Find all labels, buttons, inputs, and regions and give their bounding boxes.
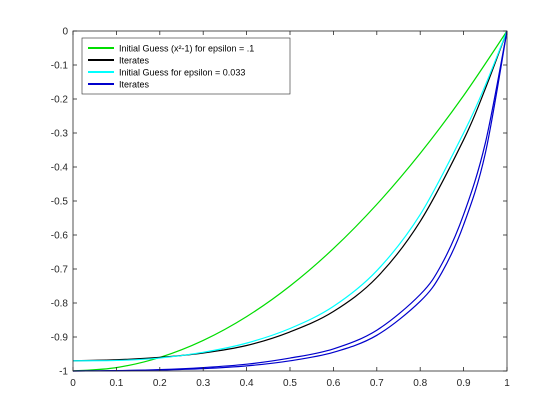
x-tick-label: 0.8 [413, 378, 427, 389]
y-tick-label: -0.8 [51, 299, 69, 310]
legend-label: Initial Guess for epsilon = 0.033 [119, 68, 245, 78]
legend: Initial Guess (x²-1) for epsilon = .1 Ite… [81, 37, 291, 95]
y-tick-label: -0.9 [51, 333, 69, 344]
x-tick-label: 0.3 [196, 378, 210, 389]
y-tick-label: -1 [59, 367, 68, 378]
x-tick-label: 0.9 [457, 378, 471, 389]
legend-label: Initial Guess (x²-1) for epsilon = .1 [119, 44, 254, 54]
legend-box [81, 37, 291, 95]
y-tick-label: -0.4 [51, 163, 69, 174]
tick-layer: 0 0.1 0.2 0.3 0.4 0.5 0.6 0.7 0.8 0.9 1 0 -0.1 -0.2 -0… [51, 27, 510, 390]
series-line-1 [72, 30, 508, 372]
y-tick-label: -0.2 [51, 95, 69, 106]
series-line-3 [72, 30, 508, 362]
x-tick-label: 0.2 [153, 378, 167, 389]
x-tick-label: 1 [504, 378, 510, 389]
y-tick-label: -0.6 [51, 231, 69, 242]
y-tick-label: -0.5 [51, 197, 69, 208]
x-tick-label: 0 [70, 378, 76, 389]
x-tick-label: 0.7 [370, 378, 384, 389]
y-tick-label: 0 [62, 27, 68, 38]
series-line-2 [72, 30, 508, 362]
y-tick-label: -0.3 [51, 129, 69, 140]
x-tick-label: 0.4 [240, 378, 254, 389]
x-tick-label: 0.5 [283, 378, 297, 389]
legend-label: Iterates [119, 80, 150, 90]
y-tick-label: -0.7 [51, 265, 69, 276]
x-tick-label: 0.6 [326, 378, 340, 389]
x-tick-label: 0.1 [109, 378, 123, 389]
y-tick-label: -0.1 [51, 61, 69, 72]
legend-label: Iterates [119, 56, 150, 66]
